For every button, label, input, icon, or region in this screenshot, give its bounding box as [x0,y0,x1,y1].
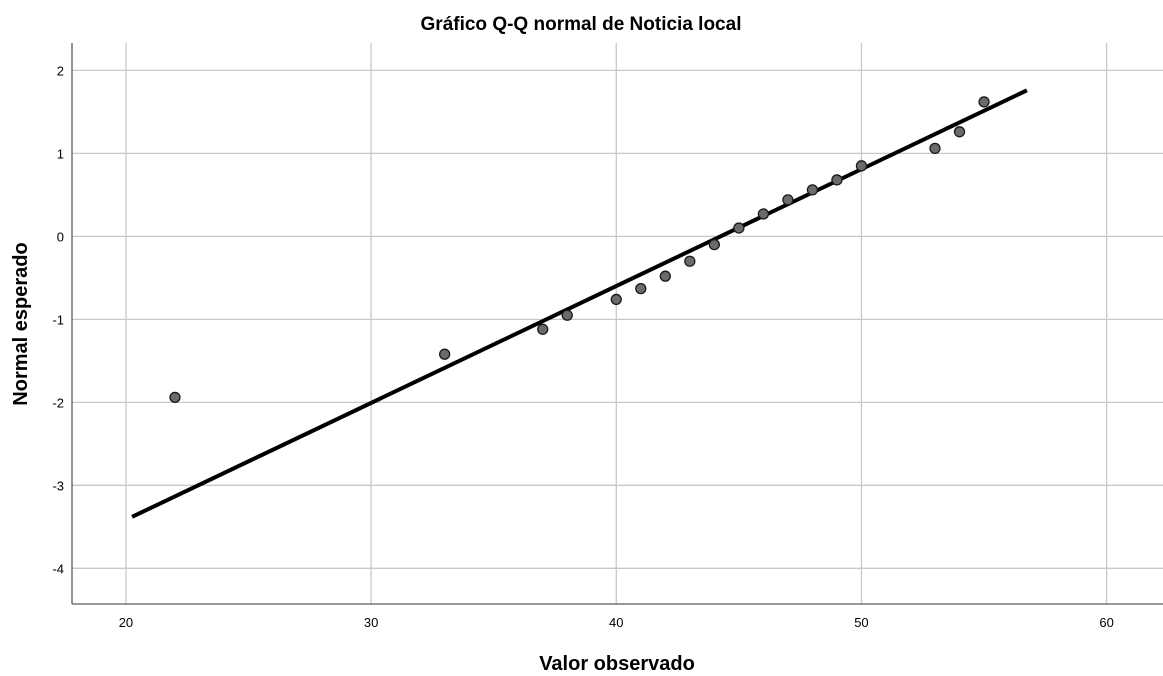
x-tick-label: 20 [119,615,133,630]
y-tick-label: -4 [52,561,64,576]
y-axis-title: Normal esperado [10,242,32,405]
y-tick-label: -2 [52,395,64,410]
data-point [855,160,868,172]
grid-lines [72,43,1163,604]
data-point [782,194,794,206]
x-tick-label: 30 [364,615,378,630]
data-points [169,96,990,404]
y-tick-label: 2 [57,63,64,78]
data-point [659,270,671,282]
data-point [610,293,622,306]
reference-line-layer [131,88,1028,519]
data-point [733,222,745,234]
data-point [561,309,573,321]
chart-title: Gráfico Q-Q normal de Noticia local [421,14,742,35]
y-tick-label: 1 [57,146,64,161]
x-tick-label: 40 [609,615,623,630]
axes [71,43,1163,605]
data-point [439,348,451,360]
data-point [953,126,966,138]
data-point [929,142,941,155]
data-point [708,239,720,251]
x-axis-title: Valor observado [539,653,695,675]
y-tick-label: 0 [57,229,64,244]
x-tick-label: 60 [1099,615,1113,630]
data-point [537,323,549,335]
data-point [635,282,647,295]
data-point [757,208,770,220]
data-point [831,174,843,186]
y-tick-label: -3 [52,478,64,493]
x-tick-label: 50 [854,615,868,630]
data-point [806,184,819,196]
tick-labels: 20 30 40 50 60 2 1 0 -1 -2 -3 -4 [52,63,1113,630]
data-point [169,391,181,404]
data-point [684,255,696,267]
data-point [978,96,990,108]
y-tick-label: -1 [52,312,64,327]
reference-line [131,88,1028,519]
